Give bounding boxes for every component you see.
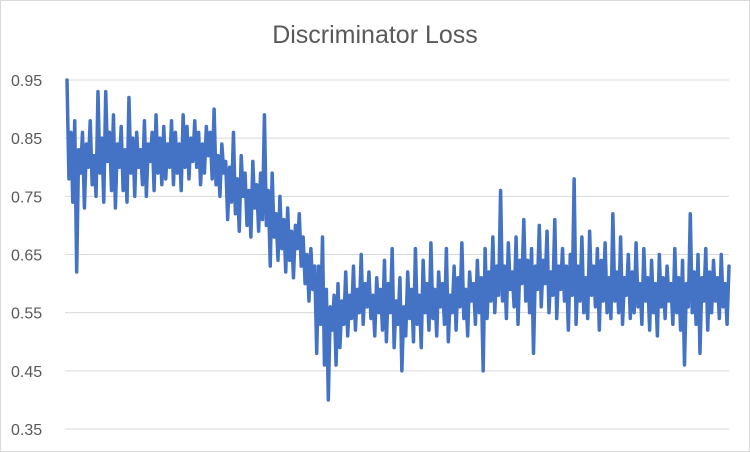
series-layer [65,78,731,402]
y-tick-labels: 0.95 0.85 0.75 0.65 0.55 0.45 0.35 [11,73,42,439]
y-tick-label: 0.45 [11,364,42,381]
y-tick-label: 0.65 [11,248,42,265]
y-tick-label: 0.55 [11,306,42,323]
y-tick-label: 0.95 [11,73,42,90]
series-line-0 [65,78,731,402]
y-tick-label: 0.85 [11,131,42,148]
y-tick-label: 0.75 [11,189,42,206]
chart-title: Discriminator Loss [272,21,478,49]
y-tick-label: 0.35 [11,422,42,439]
